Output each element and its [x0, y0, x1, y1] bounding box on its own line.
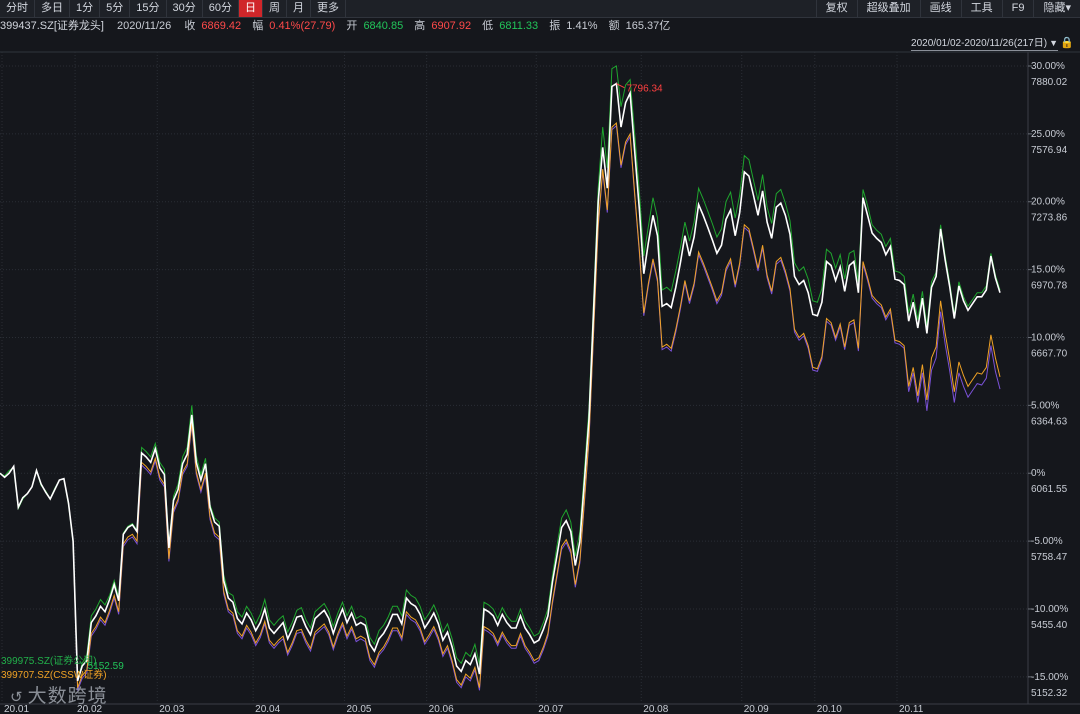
tool-button-3[interactable]: 工具	[960, 0, 1002, 17]
high-value: 6907.92	[431, 20, 472, 32]
x-tick-label: 20.09	[744, 704, 769, 714]
y-price-tick-label: 6061.55	[1031, 484, 1068, 495]
x-tick-label: 20.05	[346, 704, 371, 714]
x-tick-label: 20.08	[643, 704, 668, 714]
y-price-tick-label: 7880.02	[1031, 77, 1068, 88]
turnover-value: 165.37亿	[625, 20, 671, 32]
legend-item-2: 399707.SZ(CSSW证券)	[1, 668, 107, 681]
period-tab-5[interactable]: 30分	[167, 0, 203, 17]
amplitude-value: 1.41%	[566, 20, 598, 32]
tool-button-2[interactable]: 画线	[919, 0, 961, 17]
legend-item-1: 399975.SZ(证券公司)	[1, 654, 97, 667]
lock-icon[interactable]: 🔒	[1060, 37, 1074, 49]
y-percent-tick-label: 30.00%	[1031, 61, 1065, 72]
x-tick-label: 20.02	[77, 704, 102, 714]
series-line-0	[0, 82, 1001, 682]
logo-mark-icon: ↺	[10, 689, 24, 706]
x-tick-label: 20.03	[159, 704, 184, 714]
x-tick-label: 20.07	[538, 704, 563, 714]
x-tick-label: 20.01	[4, 704, 29, 714]
y-percent-tick-label: 20.00%	[1031, 197, 1065, 208]
tool-button-4[interactable]: F9	[1001, 0, 1034, 17]
low-label: 5152.59	[88, 661, 125, 672]
y-price-tick-label: 5152.32	[1031, 688, 1068, 699]
y-price-tick-label: 7576.94	[1031, 145, 1068, 156]
y-price-tick-label: 5758.47	[1031, 552, 1068, 563]
triangle-down-icon: ▼	[1049, 38, 1058, 48]
date-range-label: 2020/01/02-2020/11/26(217日)	[911, 38, 1048, 49]
change-label: 幅	[252, 20, 264, 32]
low-label: 低	[482, 20, 494, 32]
series-line-3	[0, 124, 1001, 691]
close-label: 收	[184, 20, 196, 32]
y-price-tick-label: 7273.86	[1031, 213, 1068, 224]
security-code[interactable]: 399437.SZ[证券龙头]	[0, 20, 104, 32]
y-percent-tick-label: -5.00%	[1031, 536, 1063, 547]
x-tick-label: 20.06	[429, 704, 454, 714]
y-percent-tick-label: 0%	[1031, 468, 1046, 479]
period-tabs: 分时 多日 1分 5分 15分 30分 60分日周月更多	[0, 0, 346, 17]
y-percent-tick-label: 10.00%	[1031, 332, 1065, 343]
x-tick-label: 20.04	[255, 704, 280, 714]
tool-button-0[interactable]: 复权	[815, 0, 857, 17]
period-tab-9[interactable]: 月	[287, 0, 311, 17]
open-value: 6840.85	[363, 20, 404, 32]
change-value: 0.41%(27.79)	[269, 20, 336, 32]
x-tick-label: 20.10	[817, 704, 842, 714]
series-line-1	[0, 65, 1001, 680]
amplitude-label: 振	[549, 20, 561, 32]
toolbar: 分时 多日 1分 5分 15分 30分 60分日周月更多 复权 超级叠加 画线 工具 F9 隐藏▾	[0, 0, 1080, 18]
y-price-tick-label: 6970.78	[1031, 281, 1068, 292]
tool-button-1[interactable]: 超级叠加	[856, 0, 920, 17]
high-label: 高	[414, 20, 426, 32]
period-tab-0[interactable]: 分时	[0, 0, 35, 17]
close-value: 6869.42	[201, 20, 242, 32]
y-price-tick-label: 6364.63	[1031, 416, 1068, 427]
period-tab-2[interactable]: 1分	[70, 0, 101, 17]
peak-pointer	[616, 83, 625, 89]
tool-button-5[interactable]: 隐藏▾	[1033, 0, 1080, 17]
peak-label: 7796.34	[626, 84, 663, 95]
y-percent-tick-label: 15.00%	[1031, 265, 1065, 276]
period-tab-1[interactable]: 多日	[35, 0, 70, 17]
date-range-selector[interactable]: 2020/01/02-2020/11/26(217日) ▼	[911, 37, 1058, 51]
y-price-tick-label: 6667.70	[1031, 348, 1068, 359]
period-tab-3[interactable]: 5分	[100, 0, 131, 17]
y-percent-tick-label: -10.00%	[1031, 604, 1068, 615]
quote-bar: 399437.SZ[证券龙头] 2020/11/26 收 6869.42 幅 0…	[0, 17, 1080, 35]
period-tab-4[interactable]: 15分	[130, 0, 167, 17]
period-tab-8[interactable]: 周	[263, 0, 287, 17]
y-price-tick-label: 5455.40	[1031, 620, 1068, 631]
logo-text: 大数跨境	[27, 686, 108, 707]
period-tab-6[interactable]: 60分	[203, 0, 239, 17]
quote-date: 2020/11/26	[117, 20, 172, 32]
period-tab-7[interactable]: 日	[239, 0, 263, 17]
open-label: 开	[346, 20, 358, 32]
y-percent-tick-label: -15.00%	[1031, 672, 1068, 683]
period-tab-10[interactable]: 更多	[311, 0, 346, 17]
tool-buttons: 复权 超级叠加 画线 工具 F9 隐藏▾	[815, 0, 1080, 17]
low-value: 6811.33	[499, 20, 539, 32]
watermark-logo: ↺ 大数跨境	[10, 681, 108, 708]
x-tick-label: 20.11	[899, 704, 924, 714]
y-percent-tick-label: 25.00%	[1031, 129, 1065, 140]
turnover-label: 额	[608, 20, 620, 32]
y-percent-tick-label: 5.00%	[1031, 400, 1059, 411]
